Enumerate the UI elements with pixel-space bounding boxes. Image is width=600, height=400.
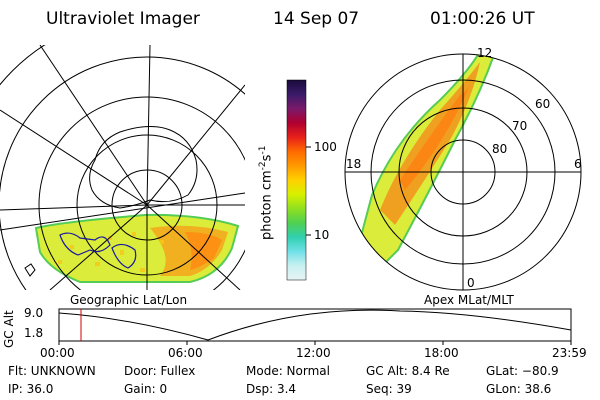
left-map: [0, 45, 245, 290]
time-label: 01:00:26 UT: [430, 9, 535, 29]
left-graticule: [0, 45, 245, 290]
mlt-label-6: 6: [574, 157, 582, 171]
altitude-xtick-2359: 23:59: [552, 346, 587, 360]
right-map-title: Apex MLat/MLT: [424, 293, 514, 307]
left-continent-detail: [59, 232, 111, 256]
info-seq: Seq: 39: [366, 382, 412, 396]
altitude-ylabel: GC Alt: [2, 310, 16, 348]
altitude-ytick-9: 9.0: [24, 306, 44, 320]
info-dsp: Dsp: 3.4: [246, 382, 297, 396]
mlat-label-70: 70: [512, 119, 528, 133]
mlat-label-80: 80: [492, 142, 508, 156]
mlt-label-12: 12: [477, 46, 493, 60]
date-label: 14 Sep 07: [273, 9, 360, 29]
info-flight: Flt: UNKNOWN: [8, 364, 96, 378]
right-aurora-core: [400, 85, 470, 190]
altitude-xtick-1800: 18:00: [424, 346, 459, 360]
colorbar-unit: photon cm-2s-1: [258, 145, 275, 240]
altitude-curve: [58, 309, 572, 341]
mlat-label-60: 60: [535, 97, 551, 111]
left-aurora-core: [185, 232, 222, 270]
altitude-plot: [58, 308, 572, 345]
colorbar: [286, 79, 307, 281]
mlt-label-0: 0: [467, 276, 475, 290]
colorbar-label-100: 100: [314, 140, 337, 154]
left-map-title: Geographic Lat/Lon: [70, 293, 188, 307]
colorbar-label-10: 10: [314, 228, 330, 242]
info-glon: GLon: 38.6: [486, 382, 552, 396]
instrument-title: Ultraviolet Imager: [46, 9, 200, 29]
left-continent-detail2: [111, 243, 137, 269]
left-terminator: [0, 192, 245, 231]
mlt-label-18: 18: [346, 157, 362, 171]
right-map: [344, 53, 582, 291]
info-ip: IP: 36.0: [8, 382, 54, 396]
altitude-ytick-1.8: 1.8: [24, 326, 44, 340]
altitude-xtick-0000: 00:00: [40, 346, 75, 360]
right-graticule: [344, 53, 582, 291]
info-glat: GLat: −80.9: [486, 364, 559, 378]
info-gain: Gain: 0: [124, 382, 168, 396]
altitude-xtick-1200: 12:00: [296, 346, 331, 360]
info-mode: Mode: Normal: [246, 364, 330, 378]
info-door: Door: Fullex: [124, 364, 196, 378]
info-gc-alt: GC Alt: 8.4 Re: [366, 364, 450, 378]
altitude-xticks: [58, 341, 572, 345]
altitude-xtick-0600: 06:00: [168, 346, 203, 360]
left-island: [24, 263, 36, 277]
left-continent-outline: [89, 126, 198, 209]
